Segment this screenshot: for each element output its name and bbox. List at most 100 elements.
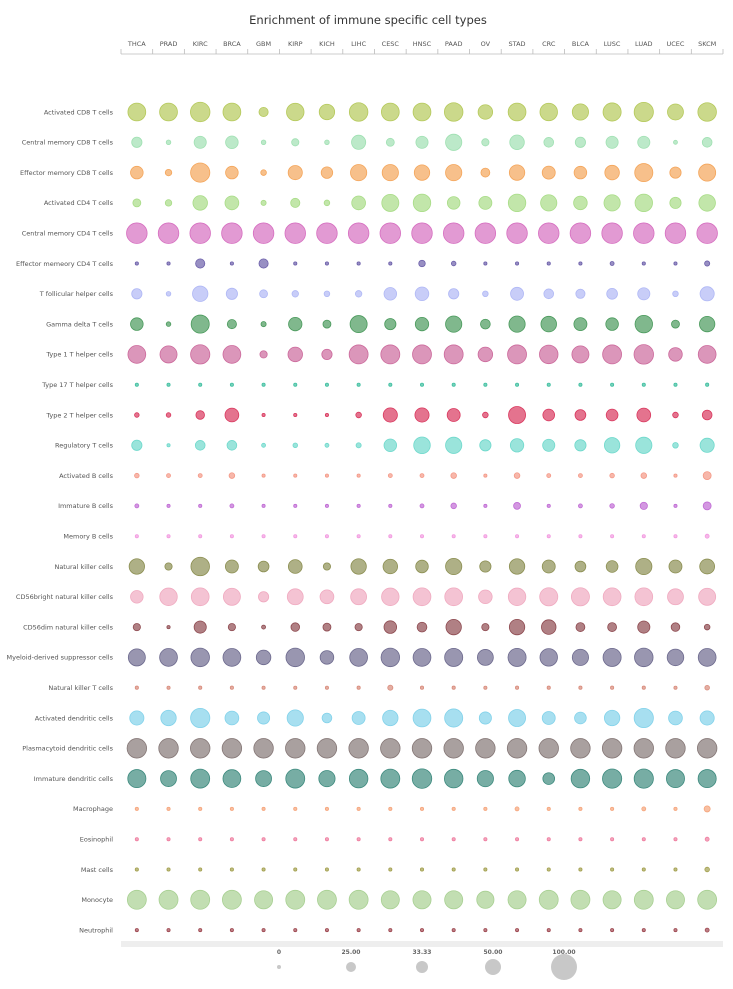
bubble-central-memory-cd8-t-cells-lihc (351, 134, 367, 150)
row-label-type-2-t-helper-cells: Type 2 T helper cells (45, 411, 113, 419)
bubble-effector-memory-cd8-t-cells-ov (480, 167, 491, 178)
bubble-activated-cd8-t-cells-kich (318, 103, 336, 121)
bubble-regulatory-t-cells-skcm (699, 437, 715, 453)
bubble-immature-b-cells-skcm (702, 501, 712, 511)
bubble-plasmacytoid-dendritic-cells-ov (475, 738, 496, 759)
bubble-plasmacytoid-dendritic-cells-thca (126, 738, 148, 759)
bubble-effector-memory-cd8-t-cells-ucec (669, 166, 682, 179)
bubble-plasmacytoid-dendritic-cells-kirp (285, 738, 306, 759)
bubble-neutrophil-gbm (261, 928, 266, 933)
bubble-natural-killer-t-cells-cesc (387, 684, 394, 691)
bubble-gamma-delta-t-cells-blca (573, 317, 588, 332)
column-label-stad: STAD (509, 40, 526, 48)
bubble-immature-b-cells-cesc (388, 503, 393, 508)
bubble-mast-cells-brca (229, 867, 234, 872)
bubble-natural-killer-t-cells-skcm (704, 685, 710, 691)
bubble-mast-cells-thca (134, 867, 139, 872)
bubble-immature-dendritic-cells-crc (542, 772, 556, 785)
bubble-myeloid-derived-suppressor-cells-thca (127, 648, 146, 667)
bubble-activated-dendritic-cells-thca (129, 710, 145, 726)
bubble-regulatory-t-cells-lihc (355, 442, 362, 449)
bubble-memory-b-cells-crc (546, 534, 551, 539)
bubble-immature-b-cells-paad (450, 502, 457, 510)
bubble-type-2-t-helper-cells-brca (224, 407, 240, 423)
bubble-plasmacytoid-dendritic-cells-brca (221, 738, 243, 759)
row-label-immature-dendritic-cells: Immature dendritic cells (34, 775, 114, 783)
bubble-monocyte-stad (507, 890, 527, 910)
bubble-effector-memory-cd8-t-cells-skcm (698, 163, 717, 182)
bubble-central-memory-cd8-t-cells-blca (574, 136, 586, 148)
bubble-type-1-t-helper-cells-skcm (697, 345, 717, 364)
column-label-brca: BRCA (223, 40, 241, 48)
bubble-memory-b-cells-stad (515, 534, 520, 539)
bubble-type-2-t-helper-cells-skcm (701, 409, 713, 421)
bubble-mast-cells-kirp (293, 867, 298, 872)
bubble-central-memory-cd8-t-cells-kirp (291, 138, 300, 147)
bubble-activated-cd8-t-cells-stad (507, 102, 527, 122)
bubble-t-follicular-helper-cells-ov (482, 290, 489, 298)
bubble-cd56dim-natural-killer-cells-cesc (383, 620, 398, 634)
bubble-cd56dim-natural-killer-cells-gbm (261, 624, 266, 630)
bubble-neutrophil-prad (166, 928, 171, 933)
bubble-natural-killer-cells-gbm (257, 560, 270, 573)
bubble-regulatory-t-cells-hnsc (413, 436, 431, 454)
bubble-gamma-delta-t-cells-ov (480, 318, 491, 330)
bubble-memory-b-cells-hnsc (419, 534, 424, 539)
bubble-t-follicular-helper-cells-crc (543, 288, 555, 300)
row-label-cd56bright-natural-killer-cells: CD56bright natural killer cells (16, 593, 114, 601)
bubble-neutrophil-paad (451, 928, 456, 933)
bubble-myeloid-derived-suppressor-cells-lihc (349, 648, 368, 667)
bubble-cd56bright-natural-killer-cells-kirp (286, 588, 304, 606)
column-label-luad: LUAD (635, 40, 653, 48)
bubble-type-1-t-helper-cells-luad (633, 344, 654, 365)
bubble-plasmacytoid-dendritic-cells-gbm (253, 738, 274, 759)
column-header: THCA PRAD KIRC BRCA GBM KIRP KICH LIHC CESC HNSC P… (120, 40, 724, 55)
bubble-activated-dendritic-cells-paad (444, 708, 464, 728)
bubble-immature-dendritic-cells-lusc (602, 768, 623, 789)
bubble-macrophage-lihc (356, 806, 361, 811)
legend-label: 50.00 (484, 949, 503, 956)
bubble-activated-b-cells-crc (546, 473, 552, 478)
column-label-hnsc: HNSC (413, 40, 432, 48)
bubble-central-memory-cd8-t-cells-thca (131, 136, 143, 148)
bubble-effector-memeory-cd4-t-cells-ov (483, 261, 488, 266)
legend-bubble (485, 959, 501, 975)
bubble-type-1-t-helper-cells-lihc (348, 344, 369, 365)
bubble-t-follicular-helper-cells-prad (165, 291, 172, 297)
bubble-plasmacytoid-dendritic-cells-hnsc (411, 738, 433, 759)
bubble-activated-dendritic-cells-lusc (603, 709, 621, 727)
bubble-central-memory-cd4-t-cells-kich (316, 222, 338, 244)
bubble-immature-b-cells-stad (513, 502, 521, 510)
bubble-activated-cd4-t-cells-kirp (290, 197, 301, 208)
column-label-cesc: CESC (382, 40, 400, 48)
bubble-plasmacytoid-dendritic-cells-kirc (190, 738, 211, 759)
bubble-effector-memory-cd8-t-cells-stad (508, 164, 526, 181)
size-legend: 0 25.00 33.33 50.00 100.00 (121, 941, 723, 980)
bubble-central-memory-cd8-t-cells-prad (165, 139, 172, 145)
bubble-effector-memory-cd8-t-cells-crc (541, 165, 556, 180)
bubble-central-memory-cd4-t-cells-ov (474, 222, 497, 244)
bubble-effector-memeory-cd4-t-cells-lihc (356, 261, 361, 266)
bubble-plasmacytoid-dendritic-cells-ucec (665, 738, 686, 759)
bubble-regulatory-t-cells-stad (509, 438, 525, 453)
bubble-activated-cd4-t-cells-lusc (603, 194, 621, 212)
bubble-central-memory-cd4-t-cells-lihc (347, 222, 370, 244)
bubble-type-17-t-helper-cells-luad (641, 382, 646, 387)
bubble-immature-dendritic-cells-prad (160, 770, 177, 787)
row-label-gamma-delta-t-cells: Gamma delta T cells (46, 320, 113, 328)
bubble-effector-memory-cd8-t-cells-paad (445, 164, 463, 182)
bubble-cd56bright-natural-killer-cells-cesc (381, 587, 400, 606)
bubble-neutrophil-thca (134, 928, 139, 933)
bubble-type-17-t-helper-cells-stad (515, 382, 520, 387)
bubble-eosinophil-ucec (673, 837, 678, 842)
bubble-central-memory-cd4-t-cells-skcm (696, 222, 718, 244)
bubble-t-follicular-helper-cells-kirp (291, 290, 299, 298)
bubble-myeloid-derived-suppressor-cells-luad (634, 647, 654, 668)
bubble-eosinophil-gbm (261, 837, 266, 842)
bubble-monocyte-hnsc (412, 890, 432, 910)
bubble-activated-cd8-t-cells-gbm (258, 107, 269, 118)
bubble-type-1-t-helper-cells-ov (477, 346, 494, 363)
bubble-gamma-delta-t-cells-thca (130, 317, 144, 331)
bubble-neutrophil-crc (546, 928, 551, 933)
bubble-activated-cd4-t-cells-ucec (669, 196, 682, 209)
